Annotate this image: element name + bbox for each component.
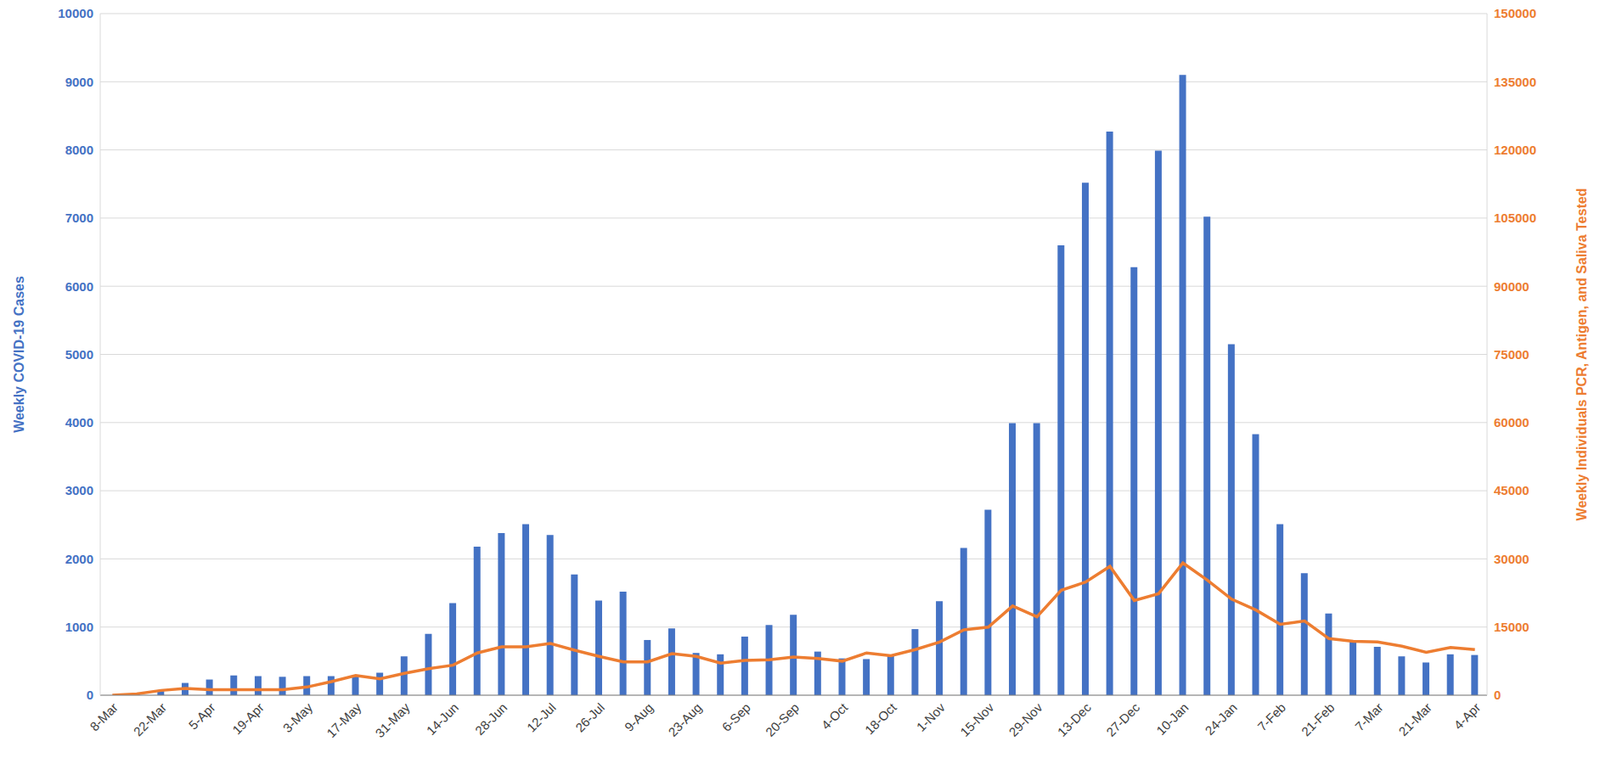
svg-text:3-May: 3-May xyxy=(280,699,316,736)
svg-text:0: 0 xyxy=(1493,687,1501,703)
svg-text:23-Aug: 23-Aug xyxy=(664,700,705,740)
svg-text:9-Aug: 9-Aug xyxy=(621,700,656,735)
svg-text:9000: 9000 xyxy=(65,74,94,90)
svg-text:31-May: 31-May xyxy=(371,699,413,741)
svg-text:20-Sep: 20-Sep xyxy=(762,700,802,740)
svg-text:18-Oct: 18-Oct xyxy=(861,699,900,738)
svg-text:29-Nov: 29-Nov xyxy=(1005,699,1046,740)
svg-text:24-Jan: 24-Jan xyxy=(1201,700,1240,739)
svg-text:135000: 135000 xyxy=(1493,74,1537,90)
svg-text:7-Mar: 7-Mar xyxy=(1352,700,1386,735)
svg-text:75000: 75000 xyxy=(1493,347,1530,362)
svg-text:4-Oct: 4-Oct xyxy=(817,699,851,733)
svg-text:21-Mar: 21-Mar xyxy=(1395,700,1435,740)
svg-text:15000: 15000 xyxy=(1493,619,1530,635)
svg-text:21-Feb: 21-Feb xyxy=(1298,700,1338,740)
svg-text:10-Jan: 10-Jan xyxy=(1153,700,1191,739)
svg-text:27-Dec: 27-Dec xyxy=(1103,699,1144,740)
svg-text:4-Apr: 4-Apr xyxy=(1450,700,1483,733)
svg-text:90000: 90000 xyxy=(1493,279,1530,294)
svg-text:45000: 45000 xyxy=(1493,483,1530,498)
svg-text:8-Mar: 8-Mar xyxy=(86,700,121,735)
svg-text:14-Jun: 14-Jun xyxy=(423,700,462,739)
svg-text:13-Dec: 13-Dec xyxy=(1054,699,1095,740)
svg-text:15-Nov: 15-Nov xyxy=(957,699,998,740)
svg-text:120000: 120000 xyxy=(1493,142,1537,158)
svg-text:5000: 5000 xyxy=(65,347,94,362)
svg-text:7-Feb: 7-Feb xyxy=(1254,700,1289,735)
svg-text:2000: 2000 xyxy=(65,552,94,567)
svg-text:17-May: 17-May xyxy=(323,699,365,741)
svg-text:1000: 1000 xyxy=(65,619,94,635)
svg-text:28-Jun: 28-Jun xyxy=(472,700,510,739)
svg-text:12-Jul: 12-Jul xyxy=(523,700,559,736)
svg-text:105000: 105000 xyxy=(1493,210,1537,226)
svg-text:6000: 6000 xyxy=(65,279,94,294)
svg-text:10000: 10000 xyxy=(57,6,94,21)
svg-text:7000: 7000 xyxy=(65,210,94,226)
svg-text:26-Jul: 26-Jul xyxy=(572,700,608,736)
svg-text:Weekly COVID-19 Cases: Weekly COVID-19 Cases xyxy=(11,276,27,434)
svg-text:6-Sep: 6-Sep xyxy=(719,700,754,735)
svg-text:8000: 8000 xyxy=(65,142,94,158)
svg-text:Weekly Individuals PCR, Antige: Weekly Individuals PCR, Antigen, and Sal… xyxy=(1574,188,1589,522)
svg-text:22-Mar: 22-Mar xyxy=(130,700,170,740)
svg-text:150000: 150000 xyxy=(1493,6,1537,21)
svg-text:1-Nov: 1-Nov xyxy=(913,699,949,735)
svg-text:5-Apr: 5-Apr xyxy=(185,700,219,733)
svg-text:19-Apr: 19-Apr xyxy=(229,700,267,739)
svg-text:4000: 4000 xyxy=(65,415,94,430)
svg-text:30000: 30000 xyxy=(1493,552,1530,567)
svg-text:0: 0 xyxy=(86,687,94,703)
svg-text:3000: 3000 xyxy=(65,483,94,498)
svg-text:60000: 60000 xyxy=(1493,415,1530,430)
